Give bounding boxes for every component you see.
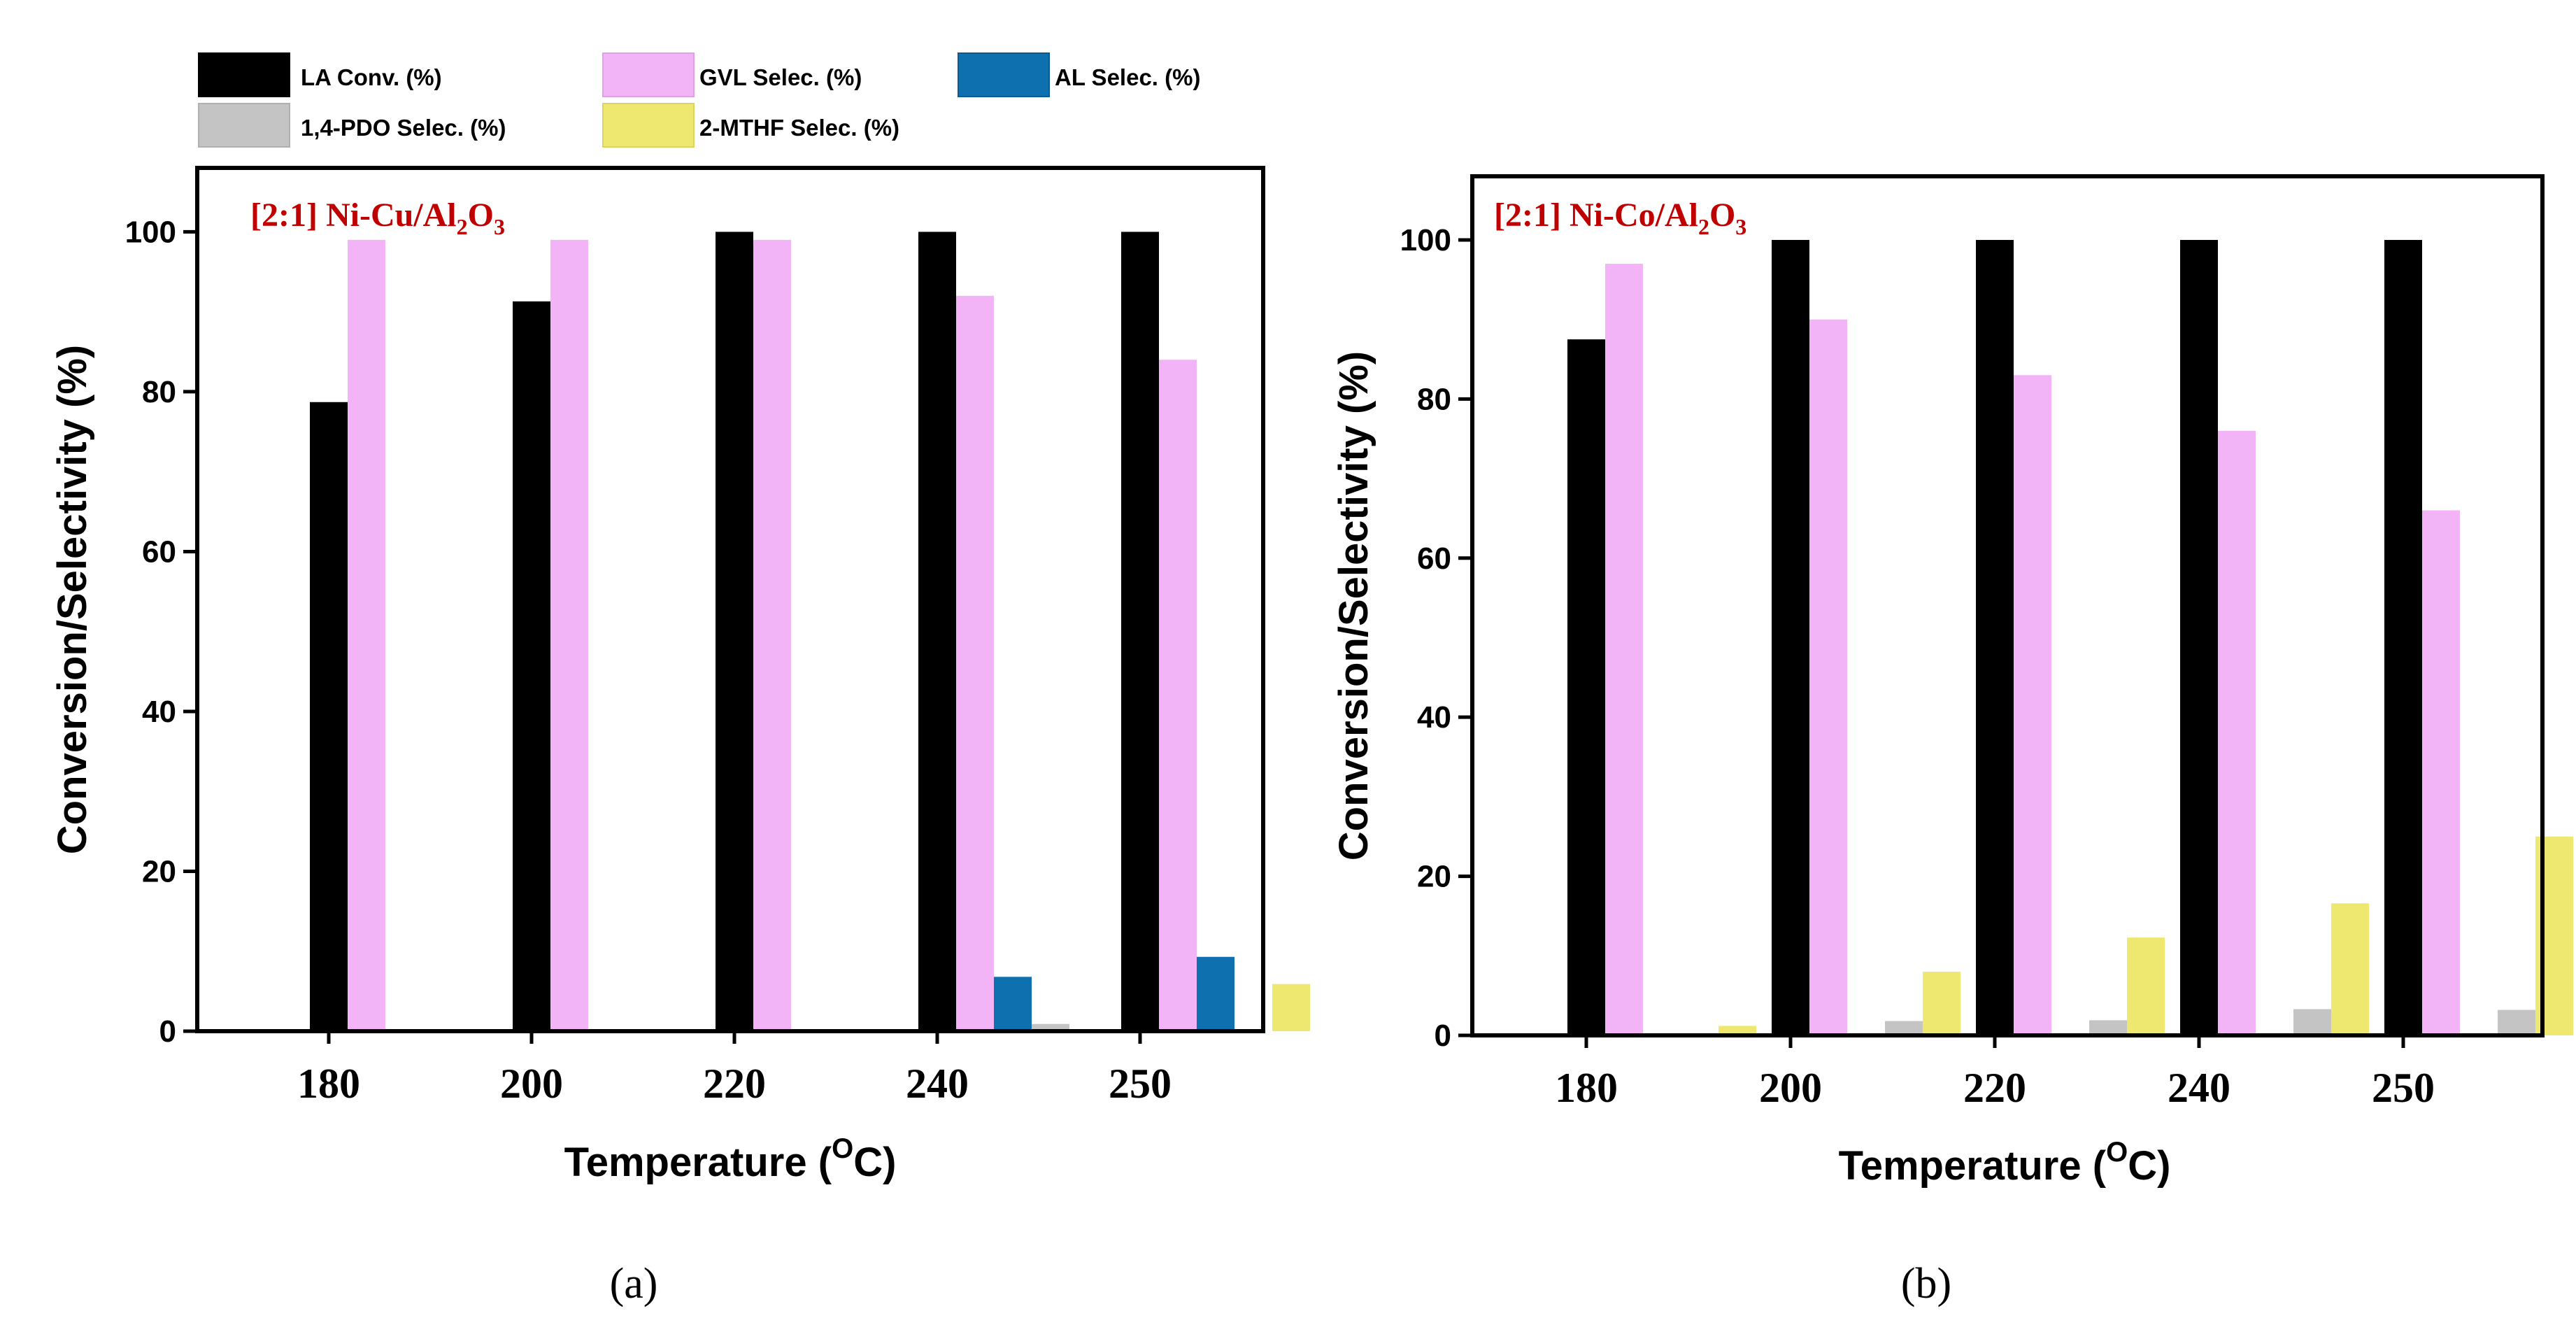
panel-b-x-tick-label: 220 [1963,1065,2026,1111]
panel-a-bar-la-conv-180 [310,402,348,1031]
panel-a-bar-gvl-selec-200 [550,239,588,1031]
panel-b-y-tick-label: 40 [1417,700,1451,735]
panel-b-bar-gvl-selec-250 [2422,510,2460,1035]
panel-a-x-tick-label: 180 [297,1061,360,1107]
panel-b-x-label: Temperature (OC) [1839,1137,2171,1189]
legend-label-mthf: 2-MTHF Selec. (%) [699,115,899,141]
panel-b-bar-1-4-pdo-selec-250 [2498,1009,2535,1035]
legend-swatch-al [958,52,1050,97]
panel-a-bar-gvl-selec-250 [1159,360,1197,1031]
panel-b-bar-la-conv-250 [2384,239,2422,1036]
panel-a-bar-al-selec-240 [994,977,1032,1031]
panel-a-bar-2-mthf-selec-250 [1272,984,1310,1031]
panel-a-bar-la-conv-240 [918,232,956,1031]
panel-b-y-label: Conversion/Selectivity (%) [1331,351,1376,860]
panel-a-x-tick-label: 200 [500,1061,563,1107]
panel-b-y-tick-label: 80 [1417,382,1451,416]
panel-a-y-axis: 0 20 40 60 80 100 [125,215,197,1049]
legend-swatch-pdo [198,103,290,148]
panel-a-bar-1-4-pdo-selec-240 [1032,1023,1069,1031]
panel-b-x-tick-label: 180 [1555,1065,1618,1111]
panel-b-frame [1470,174,2545,1037]
panel-a-x-tick-label: 220 [703,1061,766,1107]
panel-a-bars [310,232,1310,1031]
panel-b-x-tick-label: 200 [1759,1065,1822,1111]
panel-b-x-tick-label: 250 [2372,1065,2435,1111]
panel-b-bar-gvl-selec-240 [2218,430,2256,1035]
panel-b-y-axis: 0 20 40 60 80 100 [1400,223,1472,1053]
panel-a-y-tick-label: 0 [159,1014,176,1049]
panel-b-bar-2-mthf-selec-240 [2331,903,2369,1035]
panel-a-bar-gvl-selec-220 [753,239,791,1031]
panel-a-bar-la-conv-220 [716,232,753,1031]
panel-b-bar-la-conv-220 [1976,239,2014,1036]
panel-b-bar-1-4-pdo-selec-240 [2293,1009,2331,1035]
panel-a-y-tick-label: 80 [142,375,176,409]
legend-label-al: AL Selec. (%) [1055,64,1200,90]
panel-b-y-tick-label: 0 [1435,1019,1451,1053]
panel-b: 0 20 40 60 80 100 180 200 220 240 250 [2:1] Ni-Co… [1331,174,2573,1308]
panel-a-frame [195,166,1265,1033]
panel-a-title: [2:1] Ni-Cu/Al2O3 [250,197,505,239]
legend-label-la: LA Conv. (%) [301,64,442,90]
panel-a-y-tick-label: 100 [125,215,176,249]
panel-a-y-tick-label: 60 [142,534,176,569]
panel-b-bar-gvl-selec-200 [1809,319,1847,1036]
legend: LA Conv. (%) GVL Selec. (%) AL Selec. (%… [198,52,1200,148]
panel-b-label: (b) [1901,1260,1951,1308]
panel-a-bar-la-conv-250 [1121,232,1159,1031]
legend-label-pdo: 1,4-PDO Selec. (%) [301,115,506,141]
panel-a-x-tick-label: 250 [1109,1061,1172,1107]
panel-b-y-tick-label: 100 [1400,223,1451,257]
panel-a-y-tick-label: 20 [142,854,176,888]
panel-b-bar-gvl-selec-220 [2014,375,2051,1035]
legend-swatch-gvl [602,52,695,97]
panel-a-bar-gvl-selec-180 [348,239,385,1031]
panel-a-label: (a) [610,1260,658,1308]
panel-b-title: [2:1] Ni-Co/Al2O3 [1494,197,1746,239]
panel-b-x-axis: 180 200 220 240 250 [1555,1035,2435,1111]
panel-b-bar-1-4-pdo-selec-220 [2089,1020,2127,1035]
panel-b-bar-2-mthf-selec-200 [1923,972,1961,1035]
panel-b-y-tick-label: 20 [1417,860,1451,894]
panel-b-bar-2-mthf-selec-180 [1718,1026,1756,1035]
panel-b-bar-la-conv-200 [1772,239,1809,1036]
legend-label-gvl: GVL Selec. (%) [699,64,862,90]
panel-b-bar-2-mthf-selec-220 [2127,937,2165,1035]
panel-a-y-label: Conversion/Selectivity (%) [50,345,95,854]
panel-a-x-axis: 180 200 220 240 250 [297,1031,1172,1107]
legend-swatch-la [198,52,290,97]
panel-b-y-tick-label: 60 [1417,541,1451,576]
panel-b-bar-gvl-selec-180 [1605,264,1643,1035]
panel-b-bar-la-conv-180 [1567,339,1605,1035]
panel-b-bars [1567,239,2573,1036]
panel-a-y-tick-label: 40 [142,695,176,729]
panel-b-x-tick-label: 240 [2168,1065,2230,1111]
panel-b-bar-1-4-pdo-selec-200 [1885,1021,1923,1035]
panel-a-x-label: Temperature (OC) [564,1133,897,1185]
panel-a: 0 20 40 60 80 100 180 200 220 240 250 [2:1] Ni-Cu… [50,166,1310,1308]
panel-a-bar-la-conv-200 [513,301,550,1031]
panel-b-bar-la-conv-240 [2180,239,2218,1036]
panel-a-x-tick-label: 240 [906,1061,969,1107]
panel-a-bar-al-selec-250 [1197,956,1234,1031]
legend-swatch-mthf [602,103,695,148]
panel-a-bar-gvl-selec-240 [956,295,994,1031]
